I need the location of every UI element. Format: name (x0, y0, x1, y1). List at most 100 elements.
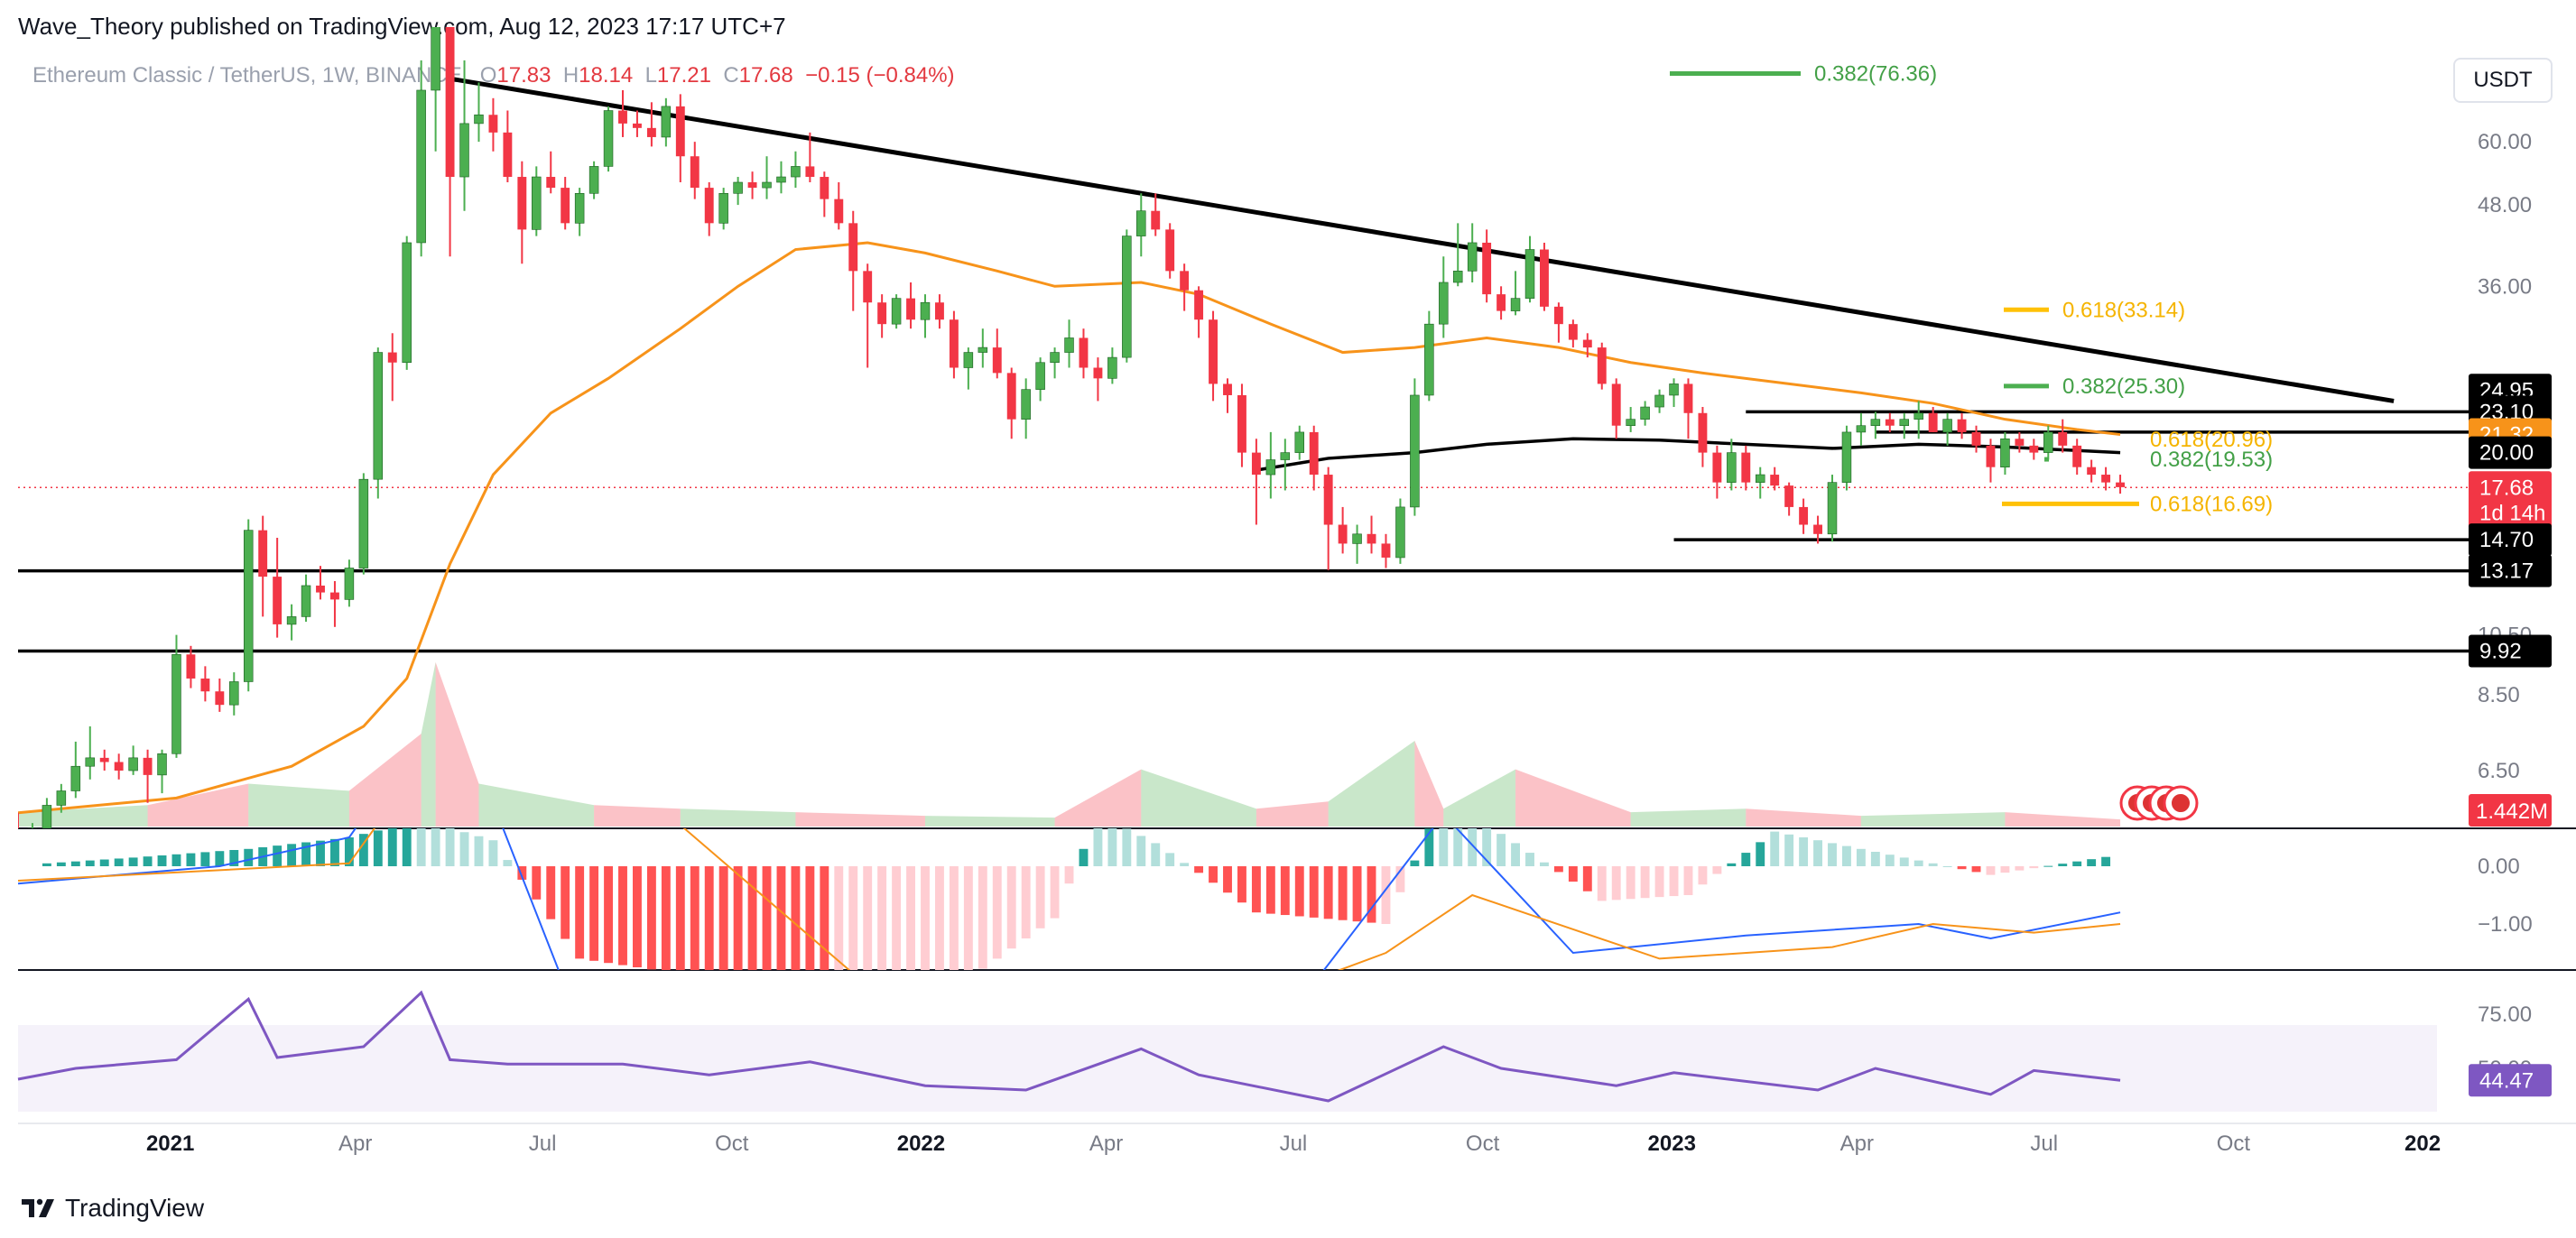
macd-histogram-bar (1395, 866, 1405, 892)
candle-body (1165, 229, 1175, 272)
macd-histogram-bar (2000, 866, 2010, 873)
macd-histogram-bar (1209, 866, 1218, 883)
candle-body (1410, 394, 1420, 508)
candle-body (200, 678, 210, 692)
candle-body (1784, 485, 1794, 507)
candle-body (1136, 210, 1146, 236)
macd-histogram-bar (675, 866, 685, 970)
price-axis-tick: 8.50 (2478, 683, 2520, 707)
macd-histogram-bar (791, 866, 801, 970)
candle-body (445, 27, 455, 178)
macd-histogram-bar (1323, 866, 1333, 919)
candle-body (1870, 419, 1881, 427)
candle-body (70, 765, 81, 791)
macd-histogram-bar (445, 828, 455, 866)
currency-button[interactable]: USDT (2453, 58, 2553, 103)
candle-body (301, 585, 311, 617)
candle-body (805, 166, 815, 178)
macd-histogram-bar (1122, 828, 1132, 866)
candle-body (1352, 533, 1362, 544)
macd-histogram-bar (1971, 866, 1981, 873)
candle-body (1942, 419, 1952, 433)
price-tag-label: 17.68 (2479, 476, 2534, 500)
fib-level-label: 0.382(19.53) (2150, 448, 2273, 472)
volume-area-segment (1141, 769, 1256, 827)
low-label: L (644, 63, 657, 88)
macd-histogram-bar (1237, 866, 1246, 903)
candle-body (387, 352, 397, 363)
candle-body (1006, 373, 1016, 420)
candle-body (1957, 419, 1967, 432)
candle-body (2043, 431, 2053, 453)
volume-area-segment (1443, 769, 1516, 827)
macd-histogram-bar (561, 866, 570, 939)
candle-body (532, 176, 542, 230)
candle-body (517, 177, 527, 230)
fib-level-label: 0.618(16.69) (2150, 492, 2273, 516)
time-axis-tick: Oct (715, 1132, 749, 1156)
volume-area-segment (1515, 769, 1631, 827)
volume-area-segment (1328, 741, 1415, 827)
macd-histogram-bar (1035, 866, 1045, 928)
candle-body (431, 27, 440, 91)
macd-histogram-bar (1913, 860, 1923, 866)
price-axis-tick: 48.00 (2478, 193, 2532, 217)
candle-body (56, 790, 67, 806)
candle-body (834, 199, 844, 224)
macd-histogram-bar (128, 857, 138, 866)
macd-histogram-bar (575, 866, 585, 959)
volume-area-segment (421, 661, 436, 827)
macd-histogram-bar (1611, 866, 1621, 901)
macd-histogram-bar (1223, 866, 1232, 893)
macd-histogram-bar (661, 866, 671, 970)
price-tag-box (2469, 634, 2552, 668)
volume-area-segment (594, 805, 681, 827)
candle-body (1899, 419, 1910, 427)
candle-body (416, 89, 426, 244)
candle-body (1424, 323, 1434, 396)
price-tag-box (2469, 436, 2552, 469)
candle-body (992, 347, 1002, 374)
macd-histogram-bar (1582, 866, 1592, 892)
fib-level-label: 0.382(76.36) (1814, 62, 1937, 87)
candle-body (1928, 412, 1938, 432)
candle-body (1381, 543, 1391, 558)
candle-body (1151, 210, 1161, 230)
candle-body (1913, 412, 1923, 420)
candle-body (675, 106, 685, 157)
macd-histogram-bar (863, 866, 873, 970)
macd-histogram-bar (1870, 852, 1880, 866)
macd-histogram-bar (1553, 866, 1563, 873)
change-value: −0.15 (−0.84%) (805, 63, 955, 88)
macd-histogram-bar (1136, 836, 1146, 866)
volume-area-segment (1746, 808, 1861, 827)
macd-histogram-bar (2043, 865, 2053, 867)
volume-area-segment (925, 816, 1055, 827)
macd-histogram-bar (589, 866, 599, 961)
macd-histogram-bar (1006, 866, 1016, 949)
candle-body (1338, 524, 1348, 544)
candle-body (186, 654, 196, 679)
macd-histogram-bar (171, 854, 181, 866)
macd-histogram-bar (431, 828, 440, 866)
macd-histogram-bar (1928, 863, 1938, 866)
candle-body (2072, 445, 2082, 467)
volume-tag-box (2469, 794, 2552, 827)
macd-histogram-bar (1482, 828, 1492, 866)
macd-histogram-bar (1669, 866, 1679, 897)
macd-histogram-bar (1021, 866, 1031, 938)
macd-histogram-bar (1439, 828, 1449, 866)
price-tag-label: 20.00 (2479, 441, 2534, 466)
footer-brand[interactable]: TradingView (20, 1194, 204, 1223)
macd-histogram-bar (1525, 853, 1534, 866)
macd-histogram-bar (935, 866, 944, 970)
candle-body (1064, 337, 1074, 353)
open-value: 17.83 (496, 63, 551, 88)
symbol-name: Ethereum Classic / TetherUS, 1W, BINANCE (32, 63, 462, 88)
candle-body (546, 177, 556, 189)
macd-histogram-bar (963, 866, 973, 970)
candle-body (1540, 249, 1549, 307)
macd-histogram-bar (1568, 866, 1578, 882)
candle-body (229, 681, 239, 706)
